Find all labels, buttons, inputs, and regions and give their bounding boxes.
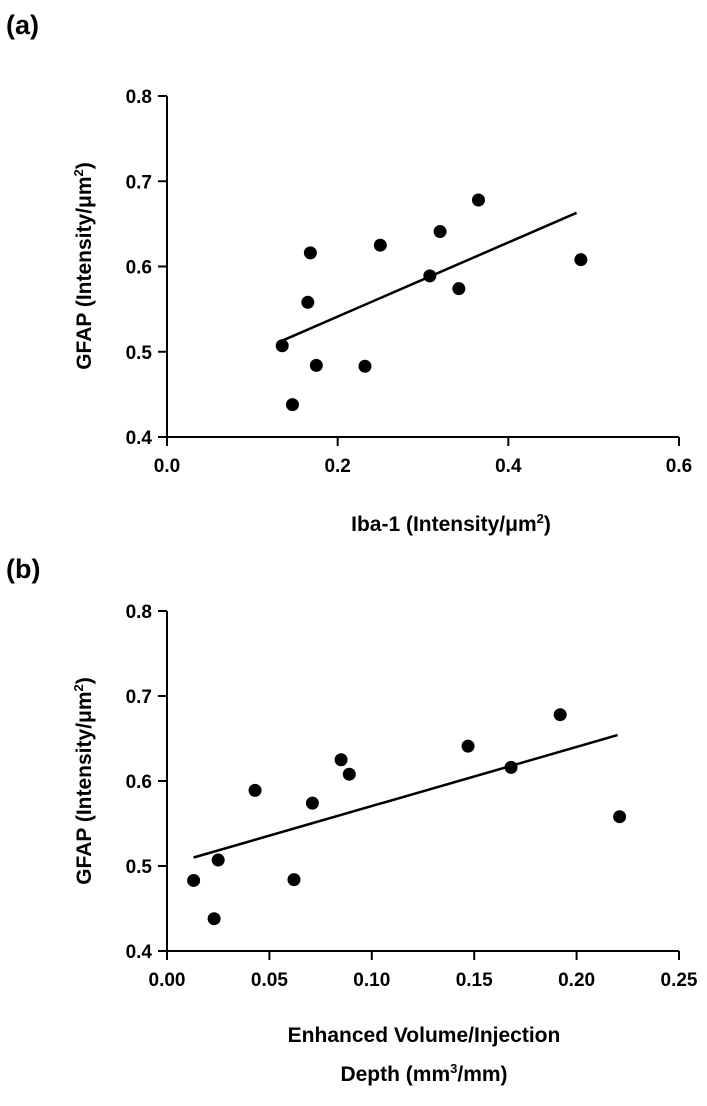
y-tick-label: 0.7 bbox=[126, 687, 152, 708]
data-point bbox=[342, 767, 356, 781]
x-tick-label: 0.6 bbox=[666, 456, 692, 477]
panel-b-y-ticks: 0.4 0.5 0.6 0.7 0.8 bbox=[126, 602, 167, 963]
panel-a-x-ticks: 0.0 0.2 0.4 0.6 bbox=[154, 437, 692, 477]
panel-a: (a) 0.4 0.5 0.6 0.7 0.8 0.0 0.2 0.4 0.6 Iba-1 (… bbox=[6, 10, 692, 536]
x-tick-label: 0.2 bbox=[324, 456, 350, 477]
panel-a-label: (a) bbox=[6, 10, 39, 40]
panel-a-y-ticks: 0.4 0.5 0.6 0.7 0.8 bbox=[126, 87, 167, 449]
data-point bbox=[504, 760, 518, 774]
x-tick-label: 0.0 bbox=[154, 456, 180, 477]
panel-b-x-axis-title-line2: Depth (mm3/mm) bbox=[340, 1061, 507, 1086]
data-point bbox=[207, 912, 221, 926]
data-point bbox=[309, 358, 323, 372]
panel-a-x-axis-title: Iba-1 (Intensity/μm2) bbox=[351, 511, 551, 536]
panel-b-regression-line bbox=[193, 733, 618, 859]
x-tick-label: 0.00 bbox=[149, 970, 186, 991]
y-tick-label: 0.4 bbox=[126, 428, 153, 449]
x-tick-label: 0.25 bbox=[661, 970, 698, 991]
panel-b-points bbox=[187, 708, 627, 926]
panel-a-points bbox=[275, 193, 588, 412]
data-point bbox=[305, 796, 319, 810]
data-point bbox=[433, 225, 447, 239]
panel-b-x-ticks: 0.00 0.05 0.10 0.15 0.20 0.25 bbox=[149, 951, 698, 991]
y-tick-label: 0.5 bbox=[126, 343, 153, 364]
data-point bbox=[187, 873, 201, 887]
data-point bbox=[211, 853, 225, 867]
data-point bbox=[613, 810, 627, 824]
data-point bbox=[334, 753, 348, 767]
data-point bbox=[423, 269, 437, 283]
y-tick-label: 0.8 bbox=[126, 602, 152, 623]
x-tick-label: 0.10 bbox=[353, 970, 390, 991]
data-point bbox=[301, 295, 315, 309]
y-tick-label: 0.7 bbox=[126, 172, 152, 193]
data-point bbox=[358, 359, 372, 373]
y-tick-label: 0.5 bbox=[126, 857, 153, 878]
x-tick-label: 0.05 bbox=[251, 970, 288, 991]
y-tick-label: 0.6 bbox=[126, 258, 152, 279]
data-point bbox=[471, 193, 485, 207]
y-tick-label: 0.8 bbox=[126, 87, 152, 108]
data-point bbox=[287, 873, 301, 887]
data-point bbox=[303, 246, 317, 260]
x-tick-label: 0.15 bbox=[456, 970, 493, 991]
panel-b-y-axis-title: GFAP (Intensity/μm2) bbox=[71, 677, 96, 885]
y-tick-label: 0.6 bbox=[126, 772, 152, 793]
data-point bbox=[248, 783, 262, 797]
data-point bbox=[553, 708, 567, 722]
panel-a-y-axis-title: GFAP (Intensity/μm2) bbox=[71, 162, 96, 370]
panel-b-label: (b) bbox=[6, 554, 40, 584]
y-tick-label: 0.4 bbox=[126, 942, 153, 963]
x-tick-label: 0.20 bbox=[558, 970, 595, 991]
panel-b: (b) 0.4 0.5 0.6 0.7 0.8 0.00 0.05 0.10 0.15 0.20… bbox=[6, 554, 698, 1086]
data-point bbox=[373, 238, 387, 252]
data-point bbox=[461, 739, 475, 753]
panel-b-x-axis-title-line1: Enhanced Volume/Injection bbox=[288, 1024, 561, 1047]
data-point bbox=[275, 339, 289, 353]
data-point bbox=[452, 282, 466, 296]
data-point bbox=[574, 253, 588, 267]
x-tick-label: 0.4 bbox=[495, 456, 522, 477]
data-point bbox=[285, 398, 299, 412]
